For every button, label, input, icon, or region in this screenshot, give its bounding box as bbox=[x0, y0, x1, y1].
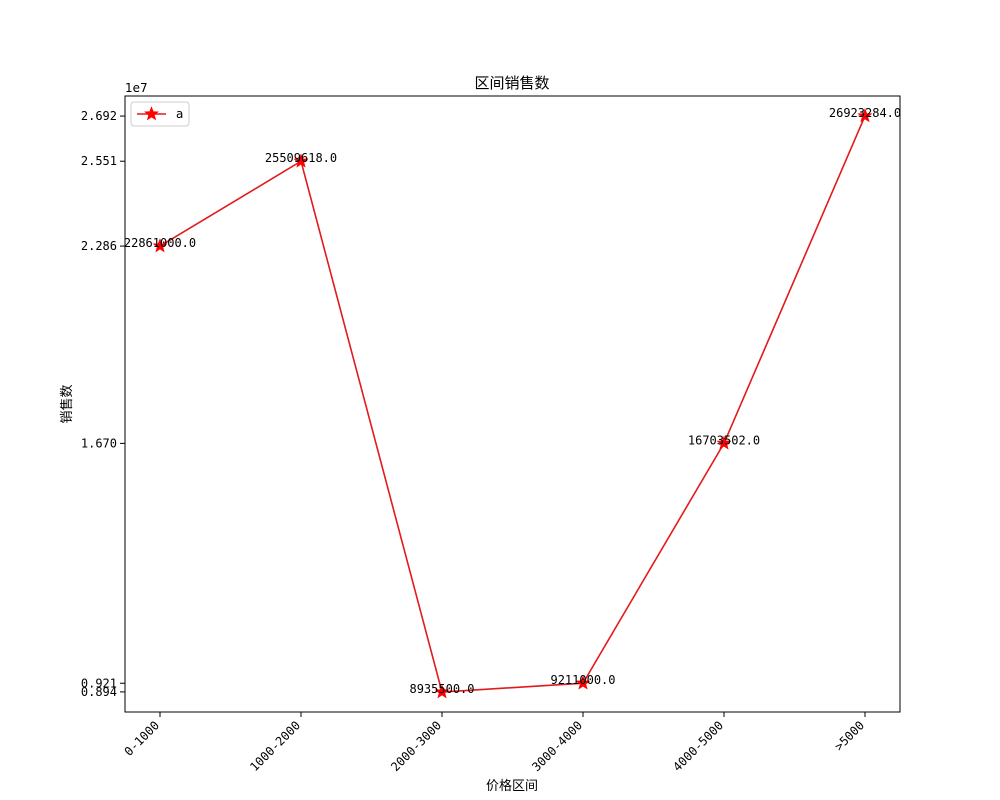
data-point-star bbox=[434, 684, 450, 699]
y-tick-label: 0.894 bbox=[81, 685, 117, 699]
y-axis-label: 销售数 bbox=[59, 384, 75, 423]
x-tick-label: 4000-5000 bbox=[670, 718, 726, 774]
x-tick-label: 0-1000 bbox=[122, 718, 163, 759]
data-label: 25509618.0 bbox=[265, 151, 337, 165]
data-point-star bbox=[293, 153, 309, 168]
data-label: 22861000.0 bbox=[124, 236, 196, 250]
plot-area-frame bbox=[124, 95, 901, 713]
x-tick-label: 1000-2000 bbox=[247, 718, 303, 774]
data-point-star bbox=[152, 238, 168, 253]
data-labels-layer: 22861000.0 25509618.0 8935500.0 9211000.0 16… bbox=[124, 106, 901, 696]
y-tick-label: 2.551 bbox=[81, 154, 117, 168]
data-point-star bbox=[575, 675, 591, 690]
series-layer bbox=[152, 108, 873, 699]
x-tick-label: >5000 bbox=[832, 718, 867, 753]
data-label: 16703502.0 bbox=[688, 433, 760, 447]
legend: a bbox=[130, 101, 190, 127]
data-label: 8935500.0 bbox=[409, 682, 474, 696]
x-tick-label: 2000-3000 bbox=[388, 718, 444, 774]
y-tick-label: 0.921 bbox=[81, 676, 117, 690]
y-tick-label: 2.692 bbox=[81, 109, 117, 123]
legend-star-marker bbox=[144, 106, 159, 121]
data-point-star bbox=[716, 435, 732, 450]
series-line-a bbox=[159, 115, 866, 693]
y-axis-offset-label: 1e7 bbox=[125, 81, 148, 95]
data-label: 26923284.0 bbox=[829, 106, 901, 120]
y-tick-label: 1.670 bbox=[81, 436, 117, 450]
x-axis-label: 价格区间 bbox=[486, 778, 538, 794]
data-point-star bbox=[857, 108, 873, 123]
legend-label: a bbox=[176, 107, 183, 121]
data-label: 9211000.0 bbox=[550, 673, 615, 687]
x-axis-ticks: 0-1000 1000-2000 2000-3000 3000-4000 4000-50… bbox=[122, 712, 867, 774]
x-tick-label: 3000-4000 bbox=[529, 718, 585, 774]
y-tick-label: 2.286 bbox=[81, 239, 117, 253]
chart-title: 区间销售数 bbox=[474, 74, 549, 92]
